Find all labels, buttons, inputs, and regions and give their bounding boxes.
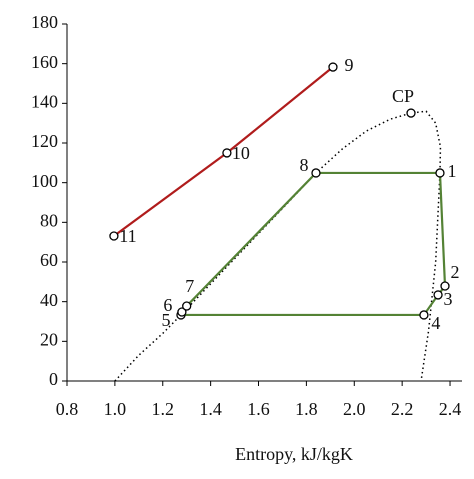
point-label: 5 — [161, 310, 170, 330]
series-line — [114, 110, 442, 382]
y-tick-label: 80 — [40, 210, 58, 230]
point-label: 11 — [119, 226, 136, 246]
point-label: 1 — [447, 161, 456, 181]
x-tick-label: 1.6 — [247, 399, 270, 419]
x-tick-label: 1.2 — [152, 399, 175, 419]
point-marker — [406, 108, 416, 118]
point-marker — [109, 231, 119, 241]
point-marker — [328, 62, 338, 72]
point-marker — [311, 168, 321, 178]
point-label: 2 — [451, 262, 460, 282]
x-tick-label: 2.4 — [439, 399, 462, 419]
point-label: 4 — [431, 313, 440, 333]
point-marker — [177, 307, 187, 317]
x-tick-label: 2.0 — [343, 399, 366, 419]
y-tick-label: 140 — [31, 91, 58, 111]
y-tick-label: 60 — [40, 250, 58, 270]
x-tick-label: 0.8 — [56, 399, 79, 419]
point-marker — [435, 168, 445, 178]
point-label: 9 — [344, 55, 353, 75]
point-label: 3 — [444, 289, 453, 309]
y-tick-label: 40 — [40, 290, 58, 310]
series-line — [179, 171, 447, 317]
x-tick-label: 1.0 — [104, 399, 127, 419]
y-tick-label: 120 — [31, 131, 58, 151]
point-label: 8 — [299, 155, 308, 175]
y-tick-label: 100 — [31, 171, 58, 191]
y-tick-label: 160 — [31, 52, 58, 72]
point-marker — [440, 281, 450, 291]
point-marker — [433, 290, 443, 300]
point-marker — [182, 301, 192, 311]
point-label: CP — [392, 86, 414, 106]
x-tick-label: 1.8 — [295, 399, 318, 419]
point-label: 10 — [232, 143, 250, 163]
x-tick-label: 1.4 — [199, 399, 222, 419]
y-tick-label: 180 — [31, 12, 58, 32]
point-marker — [419, 310, 429, 320]
y-tick-label: 0 — [49, 369, 58, 389]
y-tick-label: 20 — [40, 329, 58, 349]
point-label: 7 — [185, 276, 194, 296]
x-tick-label: 2.2 — [391, 399, 414, 419]
point-label: 6 — [163, 295, 172, 315]
point-marker — [222, 148, 232, 158]
x-axis-label: Entropy, kJ/kgK — [235, 444, 353, 464]
